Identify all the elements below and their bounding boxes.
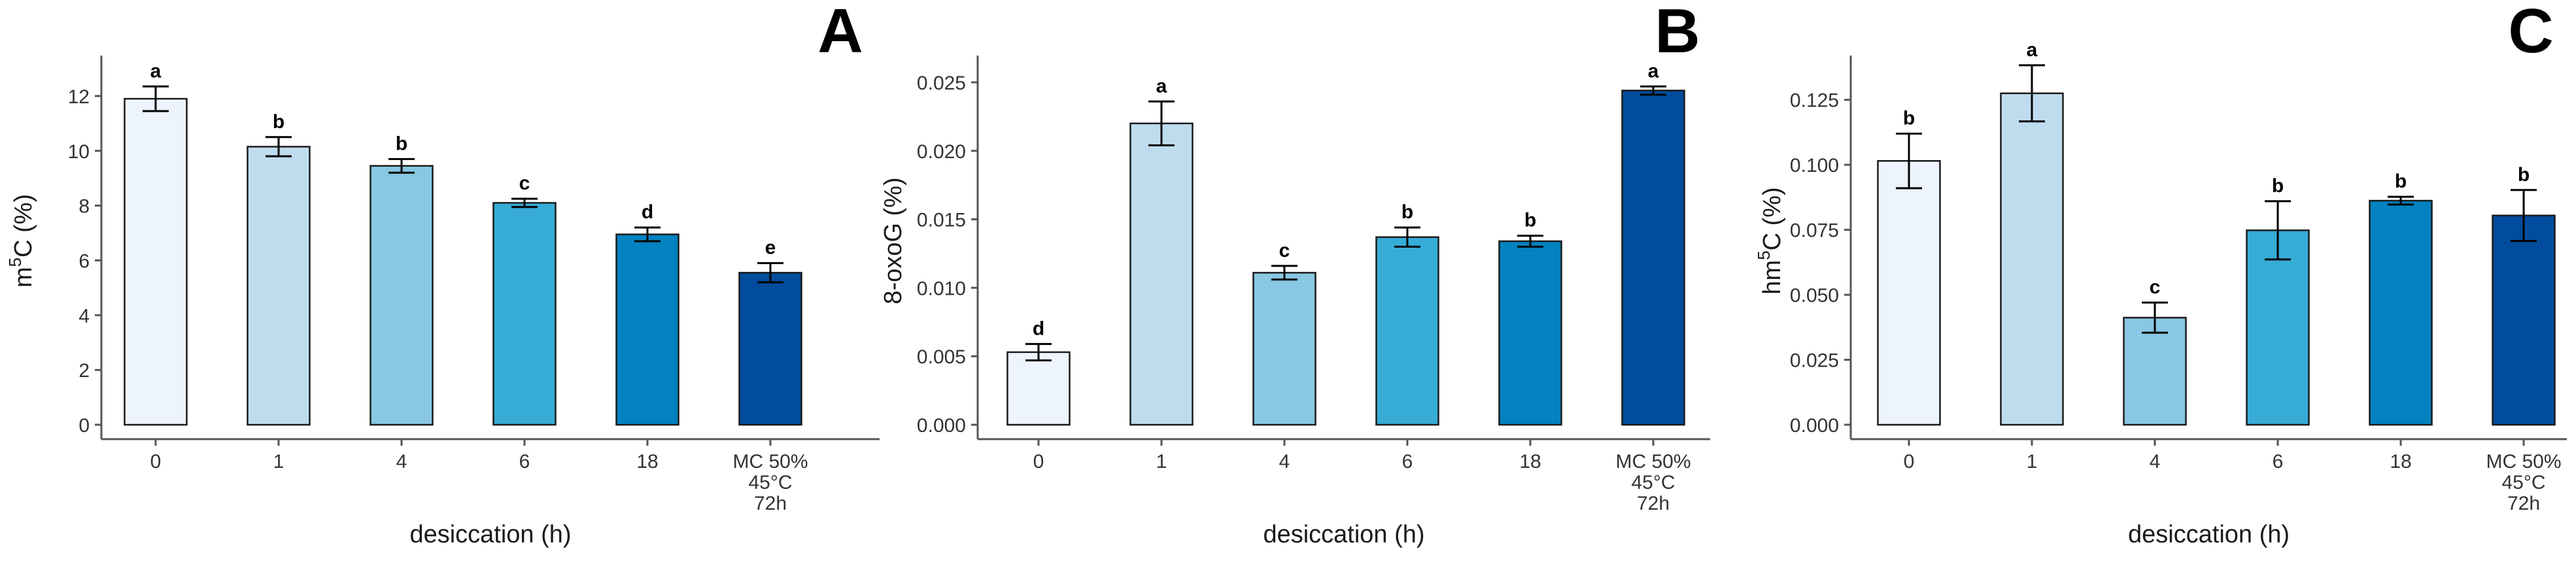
x-tick-label: 4 <box>1279 451 1290 472</box>
y-tick-label: 0.000 <box>1790 415 1839 437</box>
y-tick-label: 2 <box>78 360 90 382</box>
significance-letter: b <box>273 111 284 133</box>
x-tick-label: 4 <box>2150 451 2161 472</box>
x-tick-label: 1 <box>273 451 284 472</box>
bar <box>369 165 434 426</box>
x-tick-label: 18 <box>636 451 658 472</box>
significance-letter: b <box>2272 175 2284 197</box>
x-tick-label: 1 <box>1156 451 1167 472</box>
panel-letter: A <box>817 0 863 66</box>
x-tick-label: 4 <box>396 451 407 472</box>
x-tick-label: 1 <box>2027 451 2038 472</box>
y-tick-label: 0.010 <box>917 278 966 299</box>
significance-letter: b <box>1524 210 1536 231</box>
bar <box>1877 159 1941 426</box>
significance-letter: c <box>2150 276 2161 298</box>
y-tick-label: 0 <box>78 415 90 437</box>
y-tick-label: 0.020 <box>917 141 966 163</box>
y-tick-label: 0.025 <box>917 73 966 94</box>
significance-letter: a <box>1156 75 1167 97</box>
significance-letter: b <box>396 133 407 154</box>
y-tick-label: 0.025 <box>1790 350 1839 372</box>
bar <box>2492 214 2556 426</box>
significance-letter: a <box>1648 60 1659 82</box>
panel-letter: C <box>2508 0 2553 66</box>
y-tick-label: 0.075 <box>1790 220 1839 242</box>
x-axis-title: desiccation (h) <box>2128 521 2290 548</box>
bar <box>1621 90 1685 426</box>
bar <box>2123 316 2187 426</box>
x-tick-label: 18 <box>1519 451 1541 472</box>
y-tick-label: 0.125 <box>1790 90 1839 112</box>
x-tick-label: 18 <box>2390 451 2411 472</box>
x-tick-label: MC 50% 45°C 72h <box>1615 451 1691 514</box>
y-tick-label: 6 <box>78 250 90 272</box>
y-tick-label: 12 <box>68 86 90 108</box>
significance-letter: d <box>642 201 653 223</box>
significance-letter: c <box>519 173 530 194</box>
y-tick-label: 10 <box>68 141 90 163</box>
bar <box>124 97 188 426</box>
significance-letter: b <box>1903 107 1915 129</box>
y-tick-label: 0.100 <box>1790 155 1839 176</box>
y-tick-label: 0.050 <box>1790 285 1839 306</box>
y-axis-title: hm5C (%) <box>1754 187 1786 294</box>
bar <box>1498 240 1562 426</box>
y-axis-title: m5C (%) <box>5 194 37 288</box>
y-tick-label: 0.015 <box>917 210 966 231</box>
x-axis-title: desiccation (h) <box>1263 521 1424 548</box>
panel-a: 0 2 4 6 8 10 12 m5C (%) a 0 b 1 b 4 c 6 d 18 e MC 50% 45°C 72… <box>5 0 880 548</box>
significance-letter: b <box>1401 201 1413 223</box>
panel-c: 0.000 0.025 0.050 0.075 0.100 0.125 hm5C (%) b 0… <box>1754 0 2567 548</box>
significance-letter: a <box>150 60 162 82</box>
y-tick-label: 0.000 <box>917 415 966 437</box>
x-tick-label: 0 <box>1904 451 1915 472</box>
significance-letter: e <box>765 237 776 259</box>
bar <box>1129 122 1194 426</box>
bar <box>2246 229 2310 426</box>
bar <box>615 233 679 426</box>
significance-letter: b <box>2518 164 2530 186</box>
x-tick-label: 0 <box>150 451 162 472</box>
x-tick-label: 0 <box>1033 451 1044 472</box>
significance-letter: a <box>2027 39 2038 61</box>
significance-letter: d <box>1033 318 1044 339</box>
x-tick-label: 6 <box>2273 451 2284 472</box>
significance-letter: b <box>2395 171 2407 192</box>
x-tick-label: MC 50% 45°C 72h <box>2486 451 2561 514</box>
x-tick-label: 6 <box>519 451 530 472</box>
bar <box>1006 351 1071 426</box>
x-axis-title: desiccation (h) <box>409 521 571 548</box>
y-axis-title: 8-oxoG (%) <box>880 177 907 304</box>
bar <box>2369 199 2433 426</box>
significance-letter: c <box>1279 240 1290 261</box>
bar <box>492 202 557 426</box>
y-tick-label: 8 <box>78 196 90 218</box>
y-tick-label: 0.005 <box>917 346 966 368</box>
bar <box>2000 92 2064 426</box>
x-tick-label: 6 <box>1402 451 1413 472</box>
panel-b: 0.000 0.005 0.010 0.015 0.020 0.025 8-oxoG (%)… <box>880 0 1710 548</box>
bar <box>1375 236 1439 426</box>
bar <box>738 272 802 426</box>
panel-letter: B <box>1655 0 1700 66</box>
x-tick-label: MC 50% 45°C 72h <box>732 451 808 514</box>
y-tick-label: 4 <box>78 305 90 327</box>
bar <box>1252 272 1316 426</box>
bar <box>247 146 311 426</box>
